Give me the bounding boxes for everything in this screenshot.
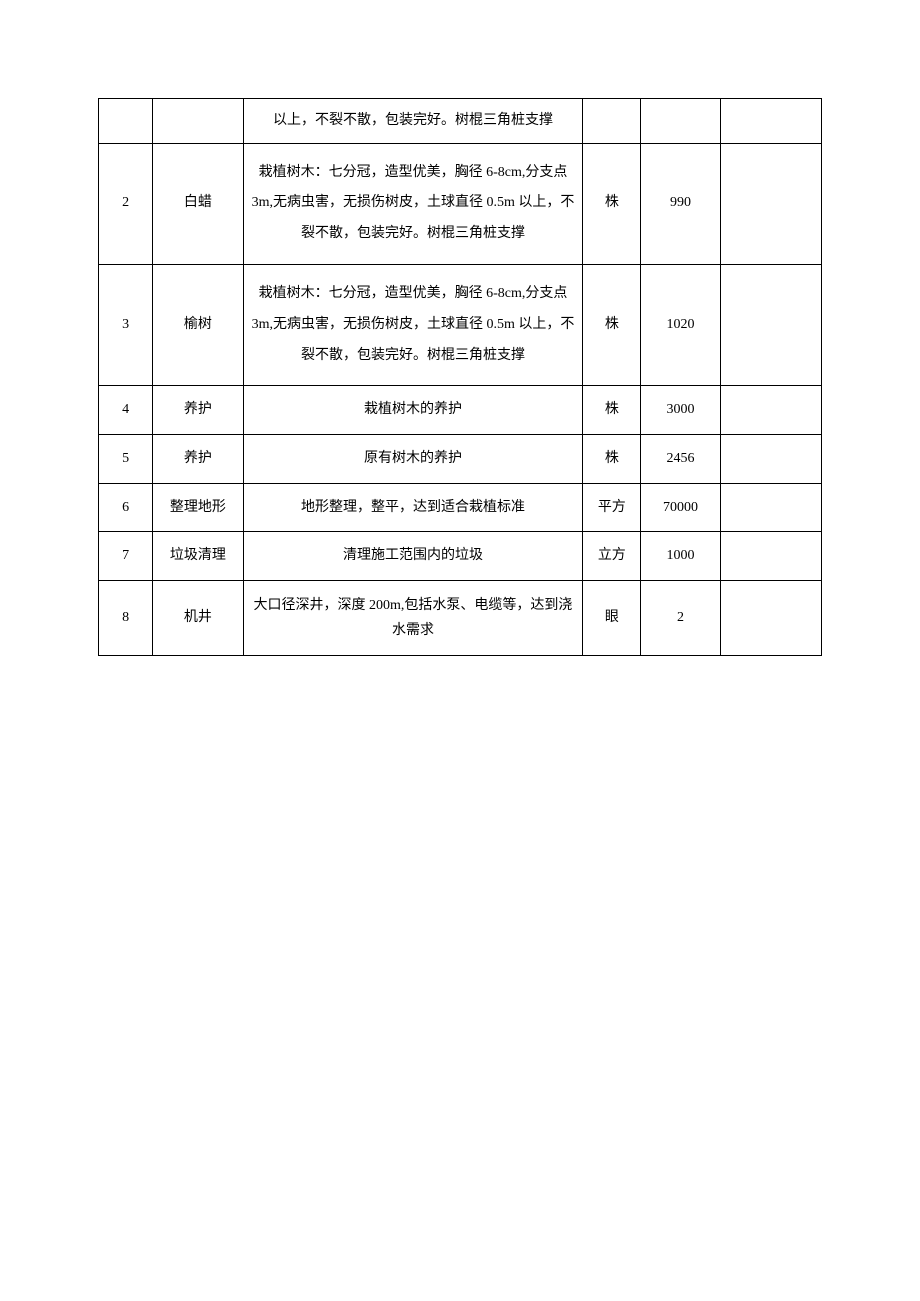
specification-table: 以上，不裂不散，包装完好。树棍三角桩支撑 2 白蜡 栽植树木：七分冠，造型优美，… bbox=[98, 98, 822, 656]
cell-name: 整理地形 bbox=[153, 483, 243, 532]
cell-name: 榆树 bbox=[153, 264, 243, 385]
table-row: 7 垃圾清理 清理施工范围内的垃圾 立方 1000 bbox=[99, 532, 822, 581]
table-row: 2 白蜡 栽植树木：七分冠，造型优美，胸径 6-8cm,分支点 3m,无病虫害，… bbox=[99, 143, 822, 264]
cell-seq: 8 bbox=[99, 580, 153, 655]
cell-seq: 4 bbox=[99, 386, 153, 435]
cell-seq: 3 bbox=[99, 264, 153, 385]
cell-note bbox=[720, 434, 821, 483]
cell-unit: 株 bbox=[583, 434, 641, 483]
cell-note bbox=[720, 99, 821, 144]
cell-unit: 株 bbox=[583, 143, 641, 264]
cell-seq: 5 bbox=[99, 434, 153, 483]
cell-note bbox=[720, 580, 821, 655]
cell-name: 垃圾清理 bbox=[153, 532, 243, 581]
cell-seq bbox=[99, 99, 153, 144]
cell-unit: 平方 bbox=[583, 483, 641, 532]
cell-name: 白蜡 bbox=[153, 143, 243, 264]
cell-desc: 栽植树木：七分冠，造型优美，胸径 6-8cm,分支点 3m,无病虫害，无损伤树皮… bbox=[243, 264, 583, 385]
cell-qty: 2 bbox=[641, 580, 721, 655]
cell-desc: 栽植树木的养护 bbox=[243, 386, 583, 435]
cell-name: 养护 bbox=[153, 386, 243, 435]
table-row: 6 整理地形 地形整理，整平，达到适合栽植标准 平方 70000 bbox=[99, 483, 822, 532]
cell-note bbox=[720, 483, 821, 532]
cell-desc: 清理施工范围内的垃圾 bbox=[243, 532, 583, 581]
cell-seq: 6 bbox=[99, 483, 153, 532]
cell-unit bbox=[583, 99, 641, 144]
cell-unit: 立方 bbox=[583, 532, 641, 581]
cell-qty: 2456 bbox=[641, 434, 721, 483]
cell-seq: 2 bbox=[99, 143, 153, 264]
cell-unit: 株 bbox=[583, 264, 641, 385]
table-body: 以上，不裂不散，包装完好。树棍三角桩支撑 2 白蜡 栽植树木：七分冠，造型优美，… bbox=[99, 99, 822, 656]
cell-desc: 以上，不裂不散，包装完好。树棍三角桩支撑 bbox=[243, 99, 583, 144]
cell-desc: 大口径深井，深度 200m,包括水泵、电缆等，达到浇水需求 bbox=[243, 580, 583, 655]
cell-note bbox=[720, 386, 821, 435]
table-row: 5 养护 原有树木的养护 株 2456 bbox=[99, 434, 822, 483]
table-row: 8 机井 大口径深井，深度 200m,包括水泵、电缆等，达到浇水需求 眼 2 bbox=[99, 580, 822, 655]
cell-note bbox=[720, 532, 821, 581]
cell-name bbox=[153, 99, 243, 144]
table-row: 3 榆树 栽植树木：七分冠，造型优美，胸径 6-8cm,分支点 3m,无病虫害，… bbox=[99, 264, 822, 385]
cell-seq: 7 bbox=[99, 532, 153, 581]
cell-name: 养护 bbox=[153, 434, 243, 483]
table-row: 以上，不裂不散，包装完好。树棍三角桩支撑 bbox=[99, 99, 822, 144]
cell-note bbox=[720, 264, 821, 385]
cell-note bbox=[720, 143, 821, 264]
cell-qty: 70000 bbox=[641, 483, 721, 532]
cell-qty: 3000 bbox=[641, 386, 721, 435]
cell-qty: 1000 bbox=[641, 532, 721, 581]
cell-qty: 990 bbox=[641, 143, 721, 264]
cell-qty bbox=[641, 99, 721, 144]
cell-desc: 栽植树木：七分冠，造型优美，胸径 6-8cm,分支点 3m,无病虫害，无损伤树皮… bbox=[243, 143, 583, 264]
cell-name: 机井 bbox=[153, 580, 243, 655]
cell-unit: 眼 bbox=[583, 580, 641, 655]
cell-desc: 地形整理，整平，达到适合栽植标准 bbox=[243, 483, 583, 532]
cell-unit: 株 bbox=[583, 386, 641, 435]
cell-qty: 1020 bbox=[641, 264, 721, 385]
table-row: 4 养护 栽植树木的养护 株 3000 bbox=[99, 386, 822, 435]
cell-desc: 原有树木的养护 bbox=[243, 434, 583, 483]
